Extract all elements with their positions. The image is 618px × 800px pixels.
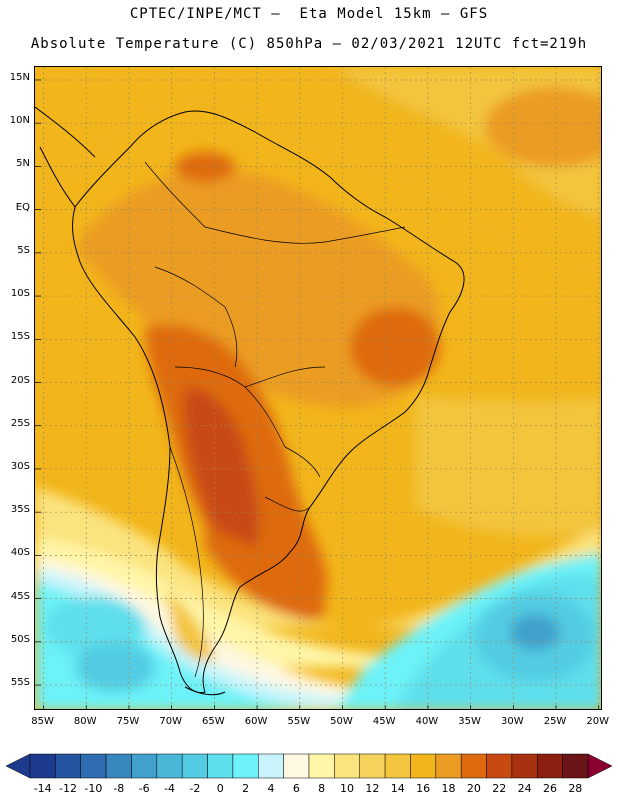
coastlines [35,106,465,696]
lon-label: 65W [202,716,225,727]
lon-label: 80W [73,716,97,727]
lat-label: 5N [16,158,30,170]
colorbar-swatch [334,753,360,779]
colorbar-tick-label: 22 [492,782,507,795]
colorbar-tick-label: -6 [138,782,150,795]
colorbar-swatch [105,753,132,779]
colorbar-swatch [29,753,56,779]
lat-label: 5S [17,244,30,256]
colorbar-swatch [562,753,589,779]
chart-title-line2: Absolute Temperature (C) 850hPa – 02/03/… [30,36,588,52]
temperature-field [35,67,601,709]
colorbar-tick-label: -4 [164,782,175,795]
lat-lon-grid [35,67,601,709]
colorbar-tick-label: 4 [267,782,275,795]
colorbar-tick-label: -12 [59,782,78,795]
colorbar-tick-label: -10 [84,782,103,795]
colorbar-high-arrow [587,753,613,779]
colorbar-swatch [460,753,487,779]
colorbar-swatch [181,753,208,779]
colorbar-swatch [207,753,234,779]
colorbar-tick-label: -14 [33,782,52,795]
lat-label: 15S [10,331,30,343]
colorbar-swatch [156,753,183,779]
colorbar-tick-label: -8 [113,782,125,795]
colorbar-swatch [511,753,538,779]
colorbar [5,753,613,779]
lon-label: 30W [501,716,524,727]
lat-label: 15N [9,71,30,83]
lat-label: 30S [10,460,30,472]
lat-label: 50S [10,633,30,645]
colorbar-tick-label: 16 [416,782,431,795]
lon-label: 40W [415,716,439,727]
colorbar-tick-label: 28 [568,782,583,795]
colorbar-tick-label: 24 [517,782,532,795]
colorbar-swatch [308,753,335,779]
lat-label: EQ [15,201,30,213]
lat-label: 35S [10,504,30,516]
lon-label: 45W [372,716,396,727]
colorbar-tick-label: 2 [242,782,250,795]
lon-label: 20W [586,716,610,727]
colorbar-low-arrow [5,753,31,779]
lon-label: 35W [458,716,481,727]
map-canvas [35,67,601,709]
lon-label: 75W [116,716,140,727]
colorbar-tick-label: 6 [292,782,300,795]
colorbar-tick-label: 0 [216,782,224,795]
colorbar-tick-label: 18 [441,782,456,795]
colorbar-swatch [258,753,284,779]
colorbar-tick-label: 8 [318,782,326,795]
lat-label: 25S [10,417,30,429]
colorbar-swatch [384,753,411,779]
colorbar-swatch [435,753,462,779]
lat-label: 10S [10,288,30,300]
lon-label: 55W [287,716,311,727]
lat-label: 10N [9,115,30,127]
lon-label: 25W [543,716,567,727]
colorbar-swatch [283,753,310,779]
chart-title-line1: CPTEC/INPE/MCT – Eta Model 15km – GFS [129,6,489,22]
lat-label: 40S [10,547,30,559]
lon-label: 85W [31,716,54,727]
colorbar-swatch [55,753,81,779]
colorbar-swatch [486,753,513,779]
colorbar-tick-label: 12 [365,782,380,795]
colorbar-tick-label: 10 [340,782,355,795]
country-borders [144,161,406,678]
colorbar-swatch [410,753,437,779]
lat-label: 55S [10,677,30,689]
colorbar-swatch [537,753,563,779]
colorbar-tick-label: 14 [390,782,405,795]
colorbar-tick-label: 20 [466,782,481,795]
lat-label: 20S [10,374,30,386]
colorbar-swatch [131,753,158,779]
colorbar-tick-label: -2 [189,782,201,795]
lon-label: 60W [244,716,268,727]
lon-label: 50W [330,716,353,727]
colorbar-swatch [359,753,386,779]
colorbar-swatch [232,753,259,779]
temperature-map[interactable] [34,66,602,710]
colorbar-swatch [80,753,107,779]
lon-label: 70W [159,716,182,727]
lat-label: 45S [10,590,30,602]
colorbar-tick-label: 26 [542,782,557,795]
